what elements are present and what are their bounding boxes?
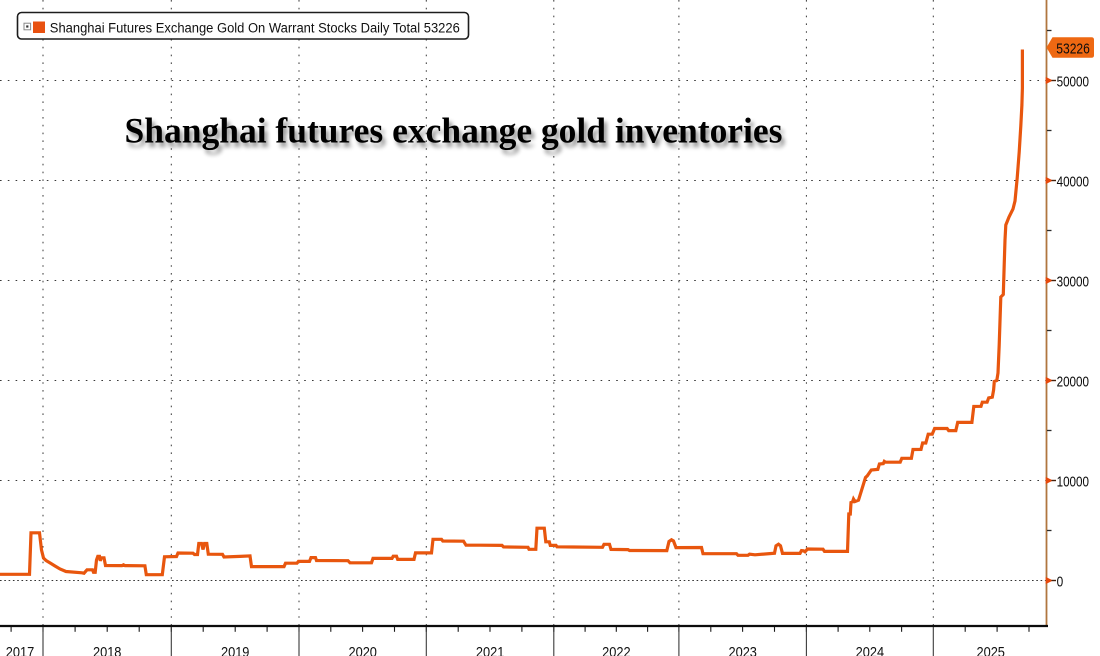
svg-text:2018: 2018 xyxy=(93,645,122,656)
svg-text:53226: 53226 xyxy=(1056,40,1090,57)
svg-text:20000: 20000 xyxy=(1057,374,1089,390)
svg-text:2020: 2020 xyxy=(348,645,377,656)
svg-text:2025: 2025 xyxy=(976,645,1005,656)
svg-text:40000: 40000 xyxy=(1057,174,1089,190)
svg-text:Shanghai Futures Exchange Gold: Shanghai Futures Exchange Gold On Warran… xyxy=(50,20,460,36)
svg-text:2017: 2017 xyxy=(6,645,35,656)
svg-text:0: 0 xyxy=(1057,574,1064,590)
svg-text:Shanghai futures exchange gold: Shanghai futures exchange gold inventori… xyxy=(128,115,786,155)
svg-text:10000: 10000 xyxy=(1057,474,1089,490)
svg-text:2022: 2022 xyxy=(602,645,631,656)
svg-text:2021: 2021 xyxy=(476,645,505,656)
svg-text:2019: 2019 xyxy=(221,645,250,656)
svg-text:Shanghai futures exchange gold: Shanghai futures exchange gold inventori… xyxy=(125,110,783,150)
svg-text:50000: 50000 xyxy=(1057,74,1089,90)
svg-text:2023: 2023 xyxy=(728,645,757,656)
svg-text:2024: 2024 xyxy=(856,645,885,656)
svg-text:30000: 30000 xyxy=(1057,274,1089,290)
